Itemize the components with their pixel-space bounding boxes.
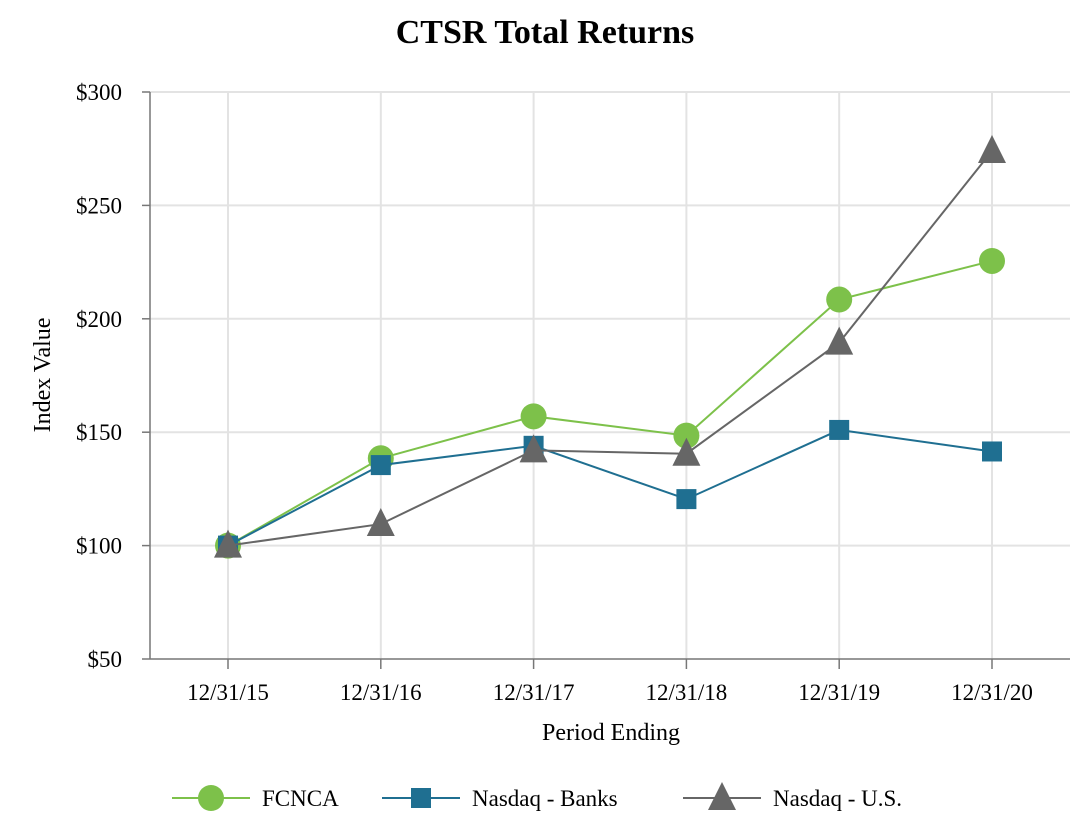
series-nasdaq-banks: [218, 419, 1002, 556]
data-point-triangle: [214, 529, 242, 558]
series-fcnca: [215, 247, 1005, 559]
series-nasdaq-u-s-: [214, 134, 1006, 558]
legend-item: Nasdaq - Banks: [382, 786, 618, 811]
x-axis-title: Period Ending: [542, 720, 680, 746]
y-axis-title: Index Value: [30, 318, 56, 433]
data-point-square: [829, 419, 850, 440]
legend-marker-circle: [198, 785, 224, 811]
x-tick-label: 12/31/16: [340, 680, 422, 705]
series-line: [227, 428, 993, 547]
series: [214, 134, 1006, 559]
series-line: [227, 259, 993, 547]
y-tick-label: $250: [76, 193, 122, 218]
y-tick-label: $150: [76, 420, 122, 445]
data-point-square: [982, 441, 1002, 462]
y-tick-label: $200: [76, 307, 122, 332]
data-point-triangle: [366, 508, 395, 537]
data-point-circle: [826, 286, 853, 313]
legend-item: Nasdaq - U.S.: [683, 782, 902, 811]
legend-label: Nasdaq - U.S.: [773, 786, 902, 811]
y-tick-label: $100: [76, 534, 122, 559]
y-tick-label: $50: [88, 647, 123, 672]
x-tick-label: 12/31/17: [493, 680, 575, 705]
legend-label: Nasdaq - Banks: [472, 786, 618, 811]
y-tick-labels: $50 $100 $150 $200 $250 $300: [76, 80, 122, 672]
y-tick-label: $300: [76, 80, 122, 105]
series-line: [227, 150, 993, 547]
legend-label: FCNCA: [262, 786, 339, 811]
axes: [149, 92, 1070, 660]
legend: FCNCA Nasdaq - Banks Nasdaq - U.S.: [172, 782, 902, 811]
data-point-square: [370, 455, 391, 476]
legend-marker-triangle: [708, 782, 736, 810]
legend-marker-square: [411, 788, 431, 808]
data-point-square: [676, 489, 697, 510]
data-point-triangle: [825, 326, 854, 355]
data-point-triangle: [672, 437, 701, 466]
legend-item: FCNCA: [172, 785, 339, 811]
x-tick-label: 12/31/18: [646, 680, 728, 705]
x-tick-label: 12/31/15: [187, 680, 269, 705]
data-point-circle: [673, 422, 700, 449]
data-point-circle: [520, 403, 547, 430]
data-point-circle: [979, 247, 1005, 274]
data-point-triangle: [519, 434, 548, 463]
x-tick-label: 12/31/20: [951, 680, 1033, 705]
x-tick-label: 12/31/19: [798, 680, 880, 705]
x-tick-labels: 12/31/15 12/31/16 12/31/17 12/31/18 12/31/19…: [187, 680, 1033, 705]
grid: [142, 91, 1070, 669]
data-point-triangle: [978, 134, 1006, 163]
chart-title: CTSR Total Returns: [395, 14, 695, 51]
